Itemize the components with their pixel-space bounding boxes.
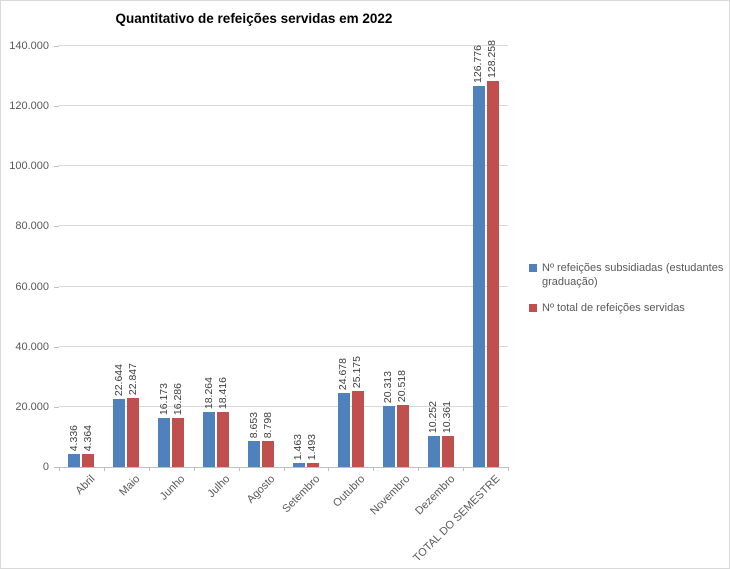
y-axis-tick xyxy=(54,166,59,168)
category-group: 1.463 1.493 xyxy=(284,46,329,467)
bar-data-label: 126.776 xyxy=(472,45,485,83)
bar-data-label: 16.173 xyxy=(157,382,170,415)
legend-swatch xyxy=(529,304,537,312)
bar-data-label: 20.518 xyxy=(396,369,409,402)
category-group: 126.776 128.258 xyxy=(463,40,508,467)
bar-data-label: 1.463 xyxy=(292,433,305,460)
gridline xyxy=(59,345,508,347)
bar xyxy=(158,418,171,467)
x-axis-tick xyxy=(373,467,375,471)
category-group: 16.173 16.286 xyxy=(149,46,194,467)
legend-label: Nº total de refeições servidas xyxy=(542,302,685,314)
bar-data-label: 4.336 xyxy=(67,424,80,451)
bar xyxy=(127,398,140,467)
bar xyxy=(172,418,185,467)
y-axis-label: 140.000 xyxy=(9,40,49,52)
legend-entry: Nº refeições subsidiadas (estudantes gra… xyxy=(529,261,729,289)
bar-data-label: 20.313 xyxy=(382,370,395,403)
bar xyxy=(217,412,230,467)
x-axis-tick xyxy=(328,467,330,471)
gridline xyxy=(59,165,508,167)
y-axis-label: 0 xyxy=(42,461,49,473)
bar-data-label: 22.847 xyxy=(126,362,139,395)
gridline xyxy=(59,45,508,46)
category-group: 8.653 8.798 xyxy=(239,46,284,467)
bar-data-label: 18.416 xyxy=(216,376,229,409)
category-group: 22.644 22.847 xyxy=(104,46,149,467)
category-group: 4.336 4.364 xyxy=(59,46,104,467)
bar-data-label: 1.493 xyxy=(306,433,319,460)
bar xyxy=(292,463,305,467)
bar xyxy=(472,86,485,467)
x-axis-tick xyxy=(238,467,240,471)
y-axis-tick xyxy=(54,467,59,468)
bar xyxy=(203,412,216,467)
bar-data-label: 22.644 xyxy=(112,363,125,396)
legend-label: Nº refeições subsidiadas (estudantes gra… xyxy=(542,262,724,288)
y-axis-tick xyxy=(54,286,59,288)
x-axis-tick xyxy=(148,467,150,471)
y-axis-tick xyxy=(54,346,59,348)
legend-swatch xyxy=(529,264,537,272)
y-axis-label: 60.000 xyxy=(15,280,49,293)
y-axis-label: 120.000 xyxy=(9,100,49,113)
x-axis-tick xyxy=(463,467,465,471)
y-axis-tick xyxy=(54,106,59,108)
x-axis-tick xyxy=(283,467,285,471)
x-axis-tick xyxy=(193,467,195,471)
gridline xyxy=(59,105,508,107)
bar xyxy=(337,393,350,467)
gridline xyxy=(59,225,508,227)
y-axis-tick xyxy=(54,226,59,228)
y-axis-label: 40.000 xyxy=(15,340,49,353)
x-axis-tick xyxy=(418,467,420,471)
y-axis-tick xyxy=(54,46,59,47)
bar xyxy=(306,463,319,467)
bar-data-label: 8.798 xyxy=(261,411,274,438)
category-group: 24.678 25.175 xyxy=(328,46,373,467)
x-axis-tick xyxy=(508,467,509,471)
plot-area: 4.336 4.364 22.644 22.847 16.173 16.286 18.264… xyxy=(59,40,508,468)
bar xyxy=(262,441,275,467)
gridline xyxy=(59,405,508,407)
legend-entry: Nº total de refeições servidas xyxy=(529,301,729,315)
y-axis-label: 20.000 xyxy=(15,400,49,413)
bar xyxy=(113,399,126,467)
x-axis-label: Abril xyxy=(73,473,98,498)
legend: Nº refeições subsidiadas (estudantes gra… xyxy=(529,261,729,327)
bar-data-label: 25.175 xyxy=(351,355,364,388)
bar xyxy=(486,81,499,467)
chart-title: Quantitativo de refeições servidas em 20… xyxy=(115,11,393,26)
bar xyxy=(382,406,395,467)
bar xyxy=(82,454,95,467)
bar xyxy=(248,441,261,467)
bar-data-label: 16.286 xyxy=(171,382,184,415)
bar-data-label: 18.264 xyxy=(202,376,215,409)
y-axis-label: 80.000 xyxy=(15,220,49,233)
y-axis-tick xyxy=(54,406,59,408)
category-group: 18.264 18.416 xyxy=(194,46,239,467)
bar xyxy=(441,436,454,467)
x-axis-tick xyxy=(103,467,105,471)
bar-data-label: 8.653 xyxy=(247,411,260,438)
bar xyxy=(351,391,364,467)
bar-data-label: 24.678 xyxy=(337,357,350,390)
bar xyxy=(68,454,81,467)
bar xyxy=(396,405,409,467)
category-group: 10.252 10.361 xyxy=(418,46,463,467)
bar-data-label: 4.364 xyxy=(81,424,94,451)
x-axis-tick xyxy=(59,467,60,471)
bar-data-label: 10.361 xyxy=(441,400,454,433)
gridline xyxy=(59,285,508,287)
y-axis-label: 100.000 xyxy=(9,160,49,173)
bar xyxy=(427,436,440,467)
category-group: 20.313 20.518 xyxy=(373,46,418,467)
bar-data-label: 128.258 xyxy=(486,40,499,78)
bar-data-label: 10.252 xyxy=(427,400,440,433)
